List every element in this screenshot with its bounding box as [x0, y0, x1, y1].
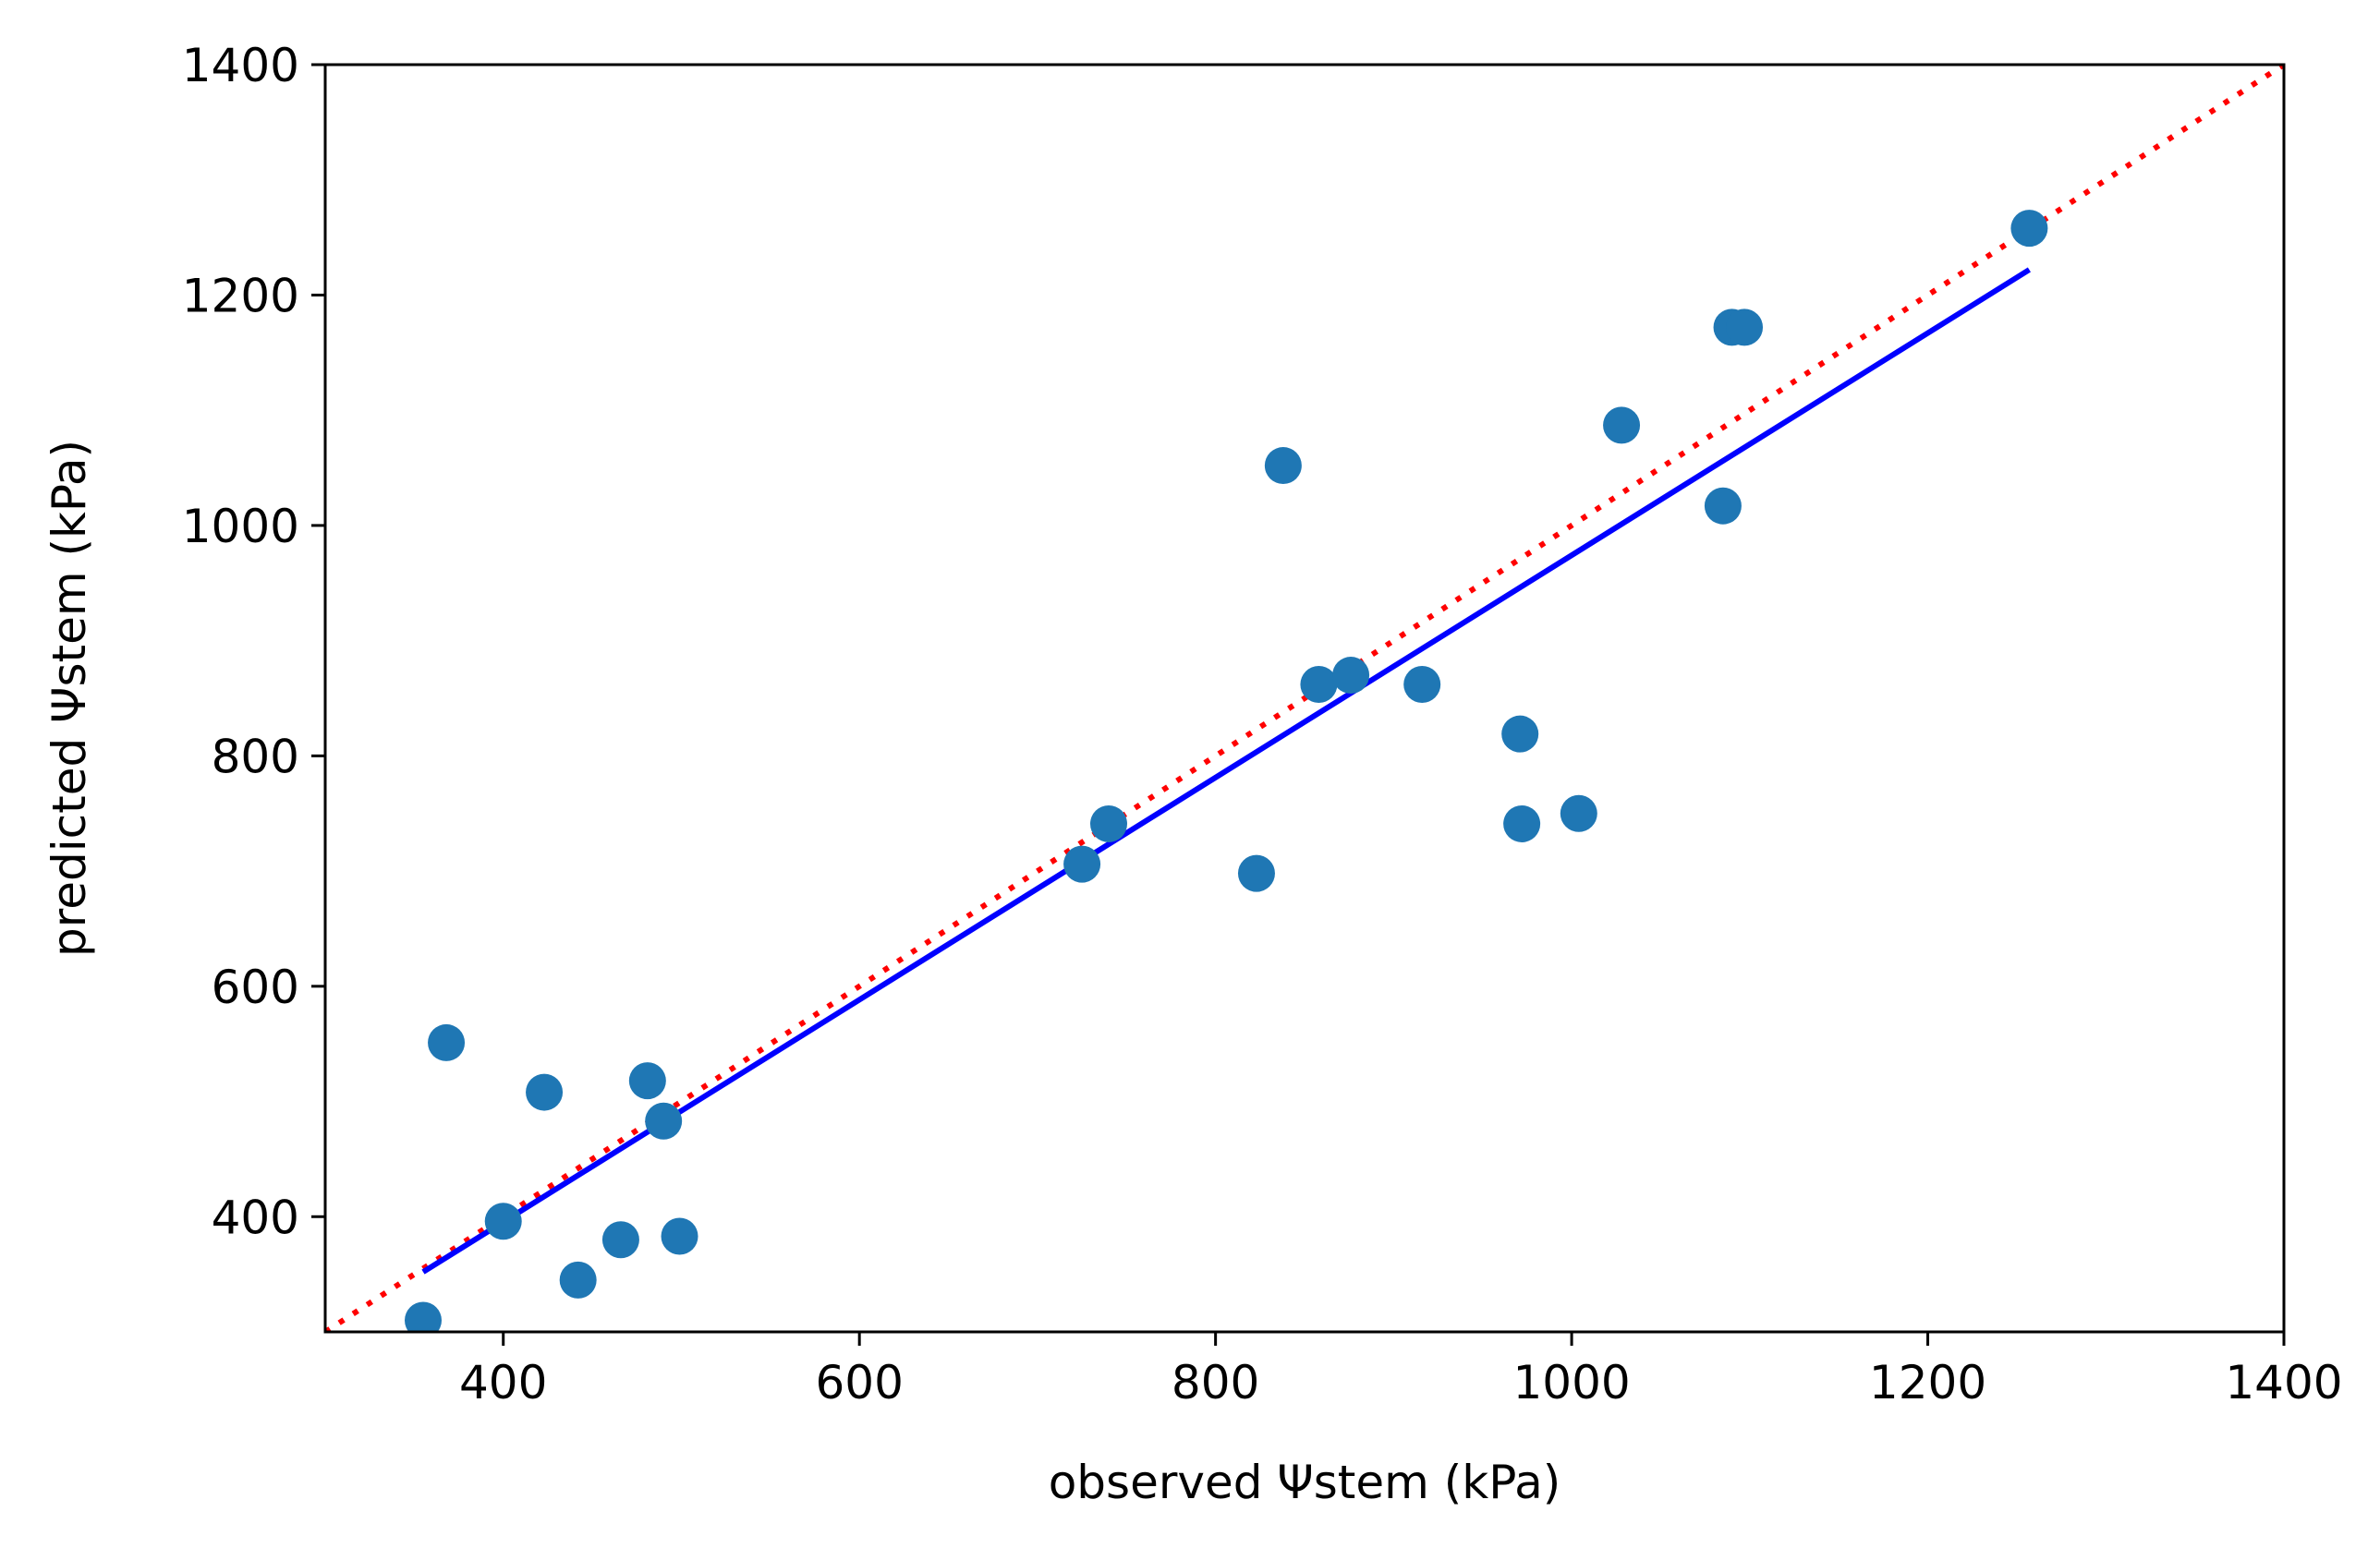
data-point [661, 1217, 698, 1255]
y-tick-label: 1400 [182, 39, 299, 92]
data-point [1063, 845, 1101, 883]
data-point [484, 1203, 522, 1240]
data-point [601, 1221, 639, 1259]
y-tick-label: 600 [212, 961, 299, 1014]
y-tick-label: 400 [212, 1191, 299, 1244]
plot-frame [323, 63, 2286, 1334]
x-tick-label: 400 [459, 1356, 547, 1409]
data-point [1300, 666, 1338, 704]
x-tick-label: 1200 [1869, 1356, 1986, 1409]
identity-line [325, 65, 2284, 1332]
data-point [645, 1102, 683, 1140]
data-point [1503, 804, 1541, 842]
data-point [405, 1301, 442, 1332]
data-point [1237, 854, 1275, 892]
data-point [1090, 804, 1127, 842]
x-tick-label: 600 [815, 1356, 903, 1409]
data-point [1704, 487, 1742, 525]
data-point [559, 1261, 597, 1299]
data-point [526, 1073, 564, 1111]
axes: 400 600 800 1000 1200 1400 400 600 800 1000 1200 14… [182, 39, 2343, 1409]
data-point [428, 1023, 466, 1061]
x-tick-label: 800 [1172, 1356, 1259, 1409]
data-point [1264, 447, 1302, 485]
data-point [1726, 308, 1764, 346]
data-point [1560, 794, 1597, 832]
data-point [1332, 657, 1370, 695]
data-point [2010, 210, 2048, 248]
x-axis-label: observed Ψstem (kPa) [1049, 1456, 1561, 1509]
plot-marks [325, 65, 2284, 1332]
data-point [1603, 406, 1641, 444]
data-point [628, 1062, 666, 1100]
x-tick-label: 1400 [2225, 1356, 2342, 1409]
y-tick-label: 800 [212, 730, 299, 783]
data-point [1403, 666, 1441, 704]
y-tick-label: 1200 [182, 269, 299, 322]
y-axis-label: predicted Ψstem (kPa) [42, 440, 96, 957]
x-tick-label: 1000 [1512, 1356, 1630, 1409]
data-point [1501, 715, 1539, 753]
fit-line [421, 267, 2031, 1275]
y-tick-label: 1000 [182, 500, 299, 553]
